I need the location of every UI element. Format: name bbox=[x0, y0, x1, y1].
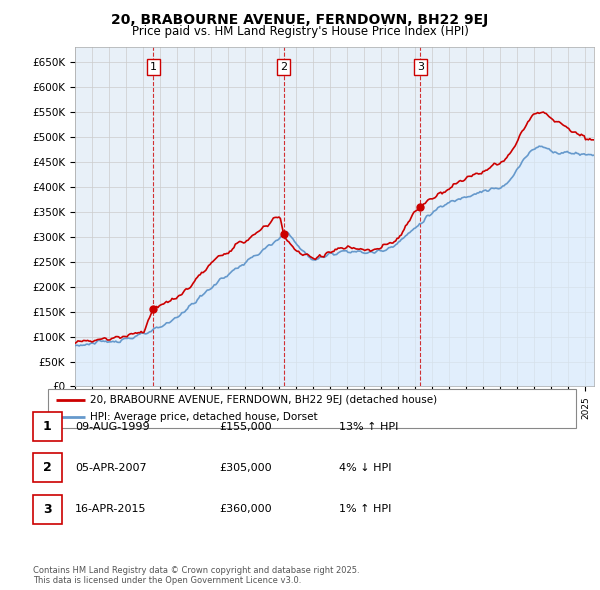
Text: 1: 1 bbox=[43, 420, 52, 433]
Text: 2: 2 bbox=[43, 461, 52, 474]
Text: 3: 3 bbox=[43, 503, 52, 516]
Text: 20, BRABOURNE AVENUE, FERNDOWN, BH22 9EJ: 20, BRABOURNE AVENUE, FERNDOWN, BH22 9EJ bbox=[112, 13, 488, 27]
Text: Contains HM Land Registry data © Crown copyright and database right 2025.
This d: Contains HM Land Registry data © Crown c… bbox=[33, 566, 359, 585]
FancyBboxPatch shape bbox=[48, 389, 576, 428]
Text: £360,000: £360,000 bbox=[219, 504, 272, 514]
Text: 05-APR-2007: 05-APR-2007 bbox=[75, 463, 146, 473]
Text: 09-AUG-1999: 09-AUG-1999 bbox=[75, 422, 149, 431]
Text: £155,000: £155,000 bbox=[219, 422, 272, 431]
Text: 3: 3 bbox=[417, 62, 424, 72]
Text: 1: 1 bbox=[150, 62, 157, 72]
Text: HPI: Average price, detached house, Dorset: HPI: Average price, detached house, Dors… bbox=[90, 412, 318, 422]
Text: 13% ↑ HPI: 13% ↑ HPI bbox=[339, 422, 398, 431]
Text: 20, BRABOURNE AVENUE, FERNDOWN, BH22 9EJ (detached house): 20, BRABOURNE AVENUE, FERNDOWN, BH22 9EJ… bbox=[90, 395, 437, 405]
Text: 16-APR-2015: 16-APR-2015 bbox=[75, 504, 146, 514]
Text: 1% ↑ HPI: 1% ↑ HPI bbox=[339, 504, 391, 514]
Text: 4% ↓ HPI: 4% ↓ HPI bbox=[339, 463, 391, 473]
Text: 2: 2 bbox=[280, 62, 287, 72]
Text: Price paid vs. HM Land Registry's House Price Index (HPI): Price paid vs. HM Land Registry's House … bbox=[131, 25, 469, 38]
Text: £305,000: £305,000 bbox=[219, 463, 272, 473]
